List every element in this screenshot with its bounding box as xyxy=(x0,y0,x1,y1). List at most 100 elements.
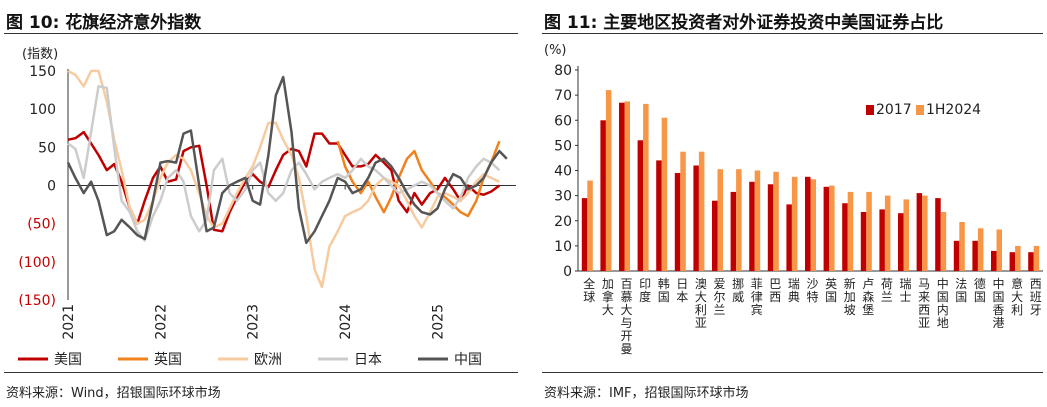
bar-2017-巴西 xyxy=(767,184,774,271)
source-divider xyxy=(4,372,518,373)
source-note: 资料来源：Wind，招银国际环球市场 xyxy=(6,386,221,401)
panel-us-securities-share: 图 11: 主要地区投资者对外证券投资中美国证券占比 (%) 0 10 20 30 40 5… xyxy=(538,0,1047,407)
bar-2017-瑞士 xyxy=(898,213,904,271)
source-note: 资料来源：IMF，招银国际环球市场 xyxy=(544,386,749,401)
bar-2017-全球 xyxy=(581,198,588,271)
bar-1H2024-新加坡 xyxy=(847,191,854,271)
bar-1H2024-中国内地 xyxy=(940,212,947,271)
y-tick-label: 50 xyxy=(38,140,56,156)
bar-chart: (%) 0 10 20 30 40 50 60 70 80 全球加拿大百慕大与开曼印度韩国日本澳大利… xyxy=(544,43,1043,356)
y-tick-label: 0 xyxy=(47,179,56,195)
bar-2017-法国 xyxy=(953,240,960,271)
bar-1H2024-法国 xyxy=(959,222,965,271)
bar-2017-韩国 xyxy=(656,160,662,271)
x-tick-label: 德国 xyxy=(974,276,986,304)
x-tick-label: 菲律宾 xyxy=(751,277,763,317)
x-tick-label: 沙特 xyxy=(806,277,818,304)
x-tick-label: 英国 xyxy=(825,277,837,304)
y-tick-label: (50) xyxy=(27,217,56,233)
x-tick-label: 澳大利亚 xyxy=(695,277,707,330)
bar-2017-爱尔兰 xyxy=(712,200,718,271)
source-divider xyxy=(542,372,1043,373)
legend-label: 1H2024 xyxy=(926,102,981,118)
bar-2017-加拿大 xyxy=(600,120,606,272)
x-tick-label: 法国 xyxy=(955,277,967,304)
bar-1H2024-西班牙 xyxy=(1033,245,1040,271)
x-tick-label: 中国内地 xyxy=(937,276,949,330)
legend-label: 欧洲 xyxy=(254,352,282,368)
bar-2017-英国 xyxy=(823,186,830,271)
bar-1H2024-瑞典 xyxy=(791,176,798,271)
bar-1H2024-韩国 xyxy=(661,117,668,271)
bar-1H2024-英国 xyxy=(829,185,835,271)
bar-1H2024-意大利 xyxy=(1015,245,1021,271)
bar-2017-百慕大与开曼 xyxy=(619,102,625,271)
bar-1H2024-马来西亚 xyxy=(922,195,928,271)
y-tick-label: 40 xyxy=(554,164,572,180)
bar-2017-德国 xyxy=(972,240,978,271)
x-tick-label: 意大利 xyxy=(1011,276,1023,317)
bar-2017-意大利 xyxy=(1009,252,1016,271)
x-tick-label: 2022 xyxy=(153,304,169,340)
bar-1H2024-澳大利亚 xyxy=(698,151,705,271)
series-line-欧洲 xyxy=(67,69,500,289)
bar-1H2024-全球 xyxy=(587,180,593,271)
legend-swatch xyxy=(866,105,874,115)
y-unit-label: (%) xyxy=(544,43,567,58)
bar-2017-挪威 xyxy=(730,191,737,271)
bar-2017-中国香港 xyxy=(991,250,997,271)
bar-1H2024-卢森堡 xyxy=(866,191,872,271)
y-tick-label: 60 xyxy=(554,113,572,129)
x-tick-label: 2021 xyxy=(61,304,77,340)
bar-1H2024-中国香港 xyxy=(996,229,1002,271)
x-tick-label: 印度 xyxy=(639,277,651,304)
bar-2017-瑞典 xyxy=(786,204,792,271)
y-tick-label: 0 xyxy=(563,264,572,280)
legend-label: 2017 xyxy=(876,102,912,118)
bar-2017-新加坡 xyxy=(842,203,848,271)
x-tick-label: 新加坡 xyxy=(844,276,856,317)
y-tick-label: (100) xyxy=(18,255,56,271)
series-line-中国 xyxy=(66,75,508,245)
x-tick-label: 2024 xyxy=(338,304,354,340)
bar-2017-卢森堡 xyxy=(860,212,867,271)
bar-1H2024-瑞士 xyxy=(903,199,909,271)
title-divider xyxy=(4,33,518,34)
bar-1H2024-挪威 xyxy=(736,169,742,271)
series-line-英国 xyxy=(336,140,501,218)
x-tick-label: 加拿大 xyxy=(602,277,614,317)
bar-2017-中国内地 xyxy=(935,198,941,271)
bar-2017-荷兰 xyxy=(879,209,885,271)
x-tick-label: 2025 xyxy=(430,304,446,340)
bar-1H2024-沙特 xyxy=(810,179,816,271)
bar-2017-西班牙 xyxy=(1028,252,1034,271)
panel-citi-surprise: 图 10: 花旗经济意外指数 (指数) 150 100 50 0 (50) (100) (15… xyxy=(0,0,522,407)
x-tick-label: 瑞典 xyxy=(788,277,800,304)
y-unit-label: (指数) xyxy=(22,47,58,62)
x-tick-label: 挪威 xyxy=(732,277,744,304)
y-tick-label: 80 xyxy=(554,63,572,79)
x-tick-label: 巴西 xyxy=(769,277,781,304)
y-tick-label: 50 xyxy=(554,138,572,154)
chart-title: 图 11: 主要地区投资者对外证券投资中美国证券占比 xyxy=(544,13,944,33)
series-line-美国 xyxy=(67,130,501,233)
x-tick-label: 爱尔兰 xyxy=(713,277,725,317)
bar-1H2024-加拿大 xyxy=(605,90,612,271)
bar-1H2024-巴西 xyxy=(773,171,779,271)
legend-swatch xyxy=(916,105,924,115)
y-tick-label: 100 xyxy=(29,102,56,118)
y-tick-label: 30 xyxy=(554,189,572,205)
x-tick-label: 荷兰 xyxy=(881,277,893,304)
legend-label: 中国 xyxy=(454,352,482,368)
bar-1H2024-爱尔兰 xyxy=(717,169,723,271)
bar-2017-澳大利亚 xyxy=(693,165,699,271)
bar-1H2024-德国 xyxy=(977,228,984,271)
x-tick-label: 中国香港 xyxy=(992,276,1004,330)
legend-label: 英国 xyxy=(154,351,182,368)
chart-title: 图 10: 花旗经济意外指数 xyxy=(6,13,202,33)
bar-1H2024-菲律宾 xyxy=(754,170,761,271)
bar-2017-印度 xyxy=(637,140,644,271)
title-divider xyxy=(542,33,1043,34)
legend-label: 日本 xyxy=(354,352,382,368)
bar-2017-沙特 xyxy=(805,176,811,271)
